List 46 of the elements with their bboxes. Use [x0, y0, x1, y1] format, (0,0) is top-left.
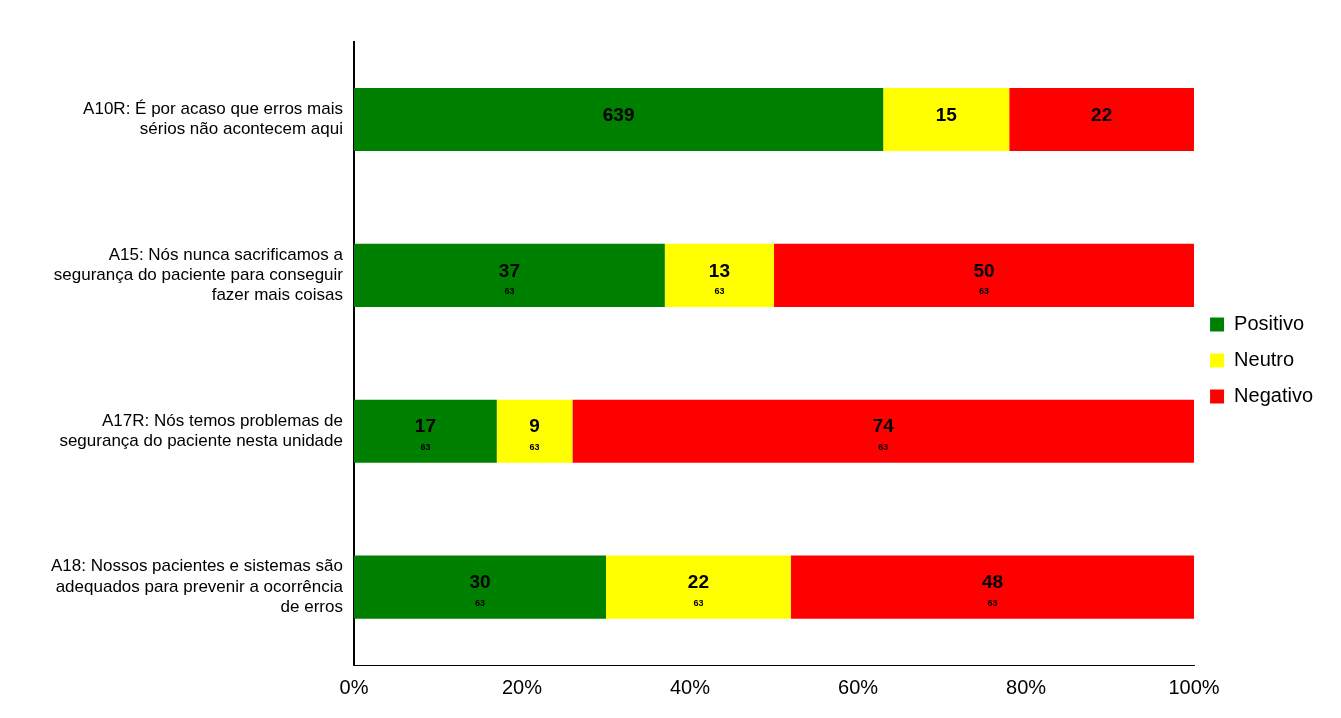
bar — [1009, 87, 1195, 152]
x-tick-label: 40% — [670, 675, 711, 698]
data-label: 13 — [708, 259, 730, 281]
bar — [353, 87, 884, 152]
x-tick-label: 0% — [339, 675, 369, 698]
legend-label: Positivo — [1234, 312, 1305, 335]
legend-label: Neutro — [1234, 348, 1295, 371]
data-label: 50 — [973, 259, 995, 281]
bar — [606, 555, 791, 619]
data-label: 9 — [529, 415, 540, 437]
data-label: 30 — [469, 571, 491, 593]
bar — [664, 243, 775, 307]
bar — [353, 399, 497, 463]
annotation: 63 — [714, 285, 725, 296]
data-label: 22 — [687, 571, 709, 593]
bar — [496, 399, 573, 463]
bar — [790, 555, 1195, 619]
data-label: 48 — [981, 571, 1004, 593]
x-tick-label: 20% — [501, 675, 543, 698]
bar — [572, 399, 1195, 463]
y-tick-label: A18: Nossos pacientes e sistemas são adequados para prevenir a ocorrência de erros — [51, 556, 344, 617]
x-tick-label: 80% — [1006, 675, 1047, 698]
data-label: 37 — [498, 259, 520, 281]
data-label: 15 — [935, 103, 958, 125]
annotation: 63 — [529, 441, 540, 452]
bar — [353, 555, 607, 619]
annotation: 63 — [420, 441, 431, 452]
y-tick-label: A10R: É por acaso que erros mais sérios não acontecem aqui — [83, 99, 343, 139]
y-tick-label: A15: Nós nunca sacrificamos a segurança do paciente para conseguir fazer mais coisas — [53, 244, 344, 305]
data-label: 74 — [872, 415, 895, 437]
annotation: 63 — [878, 441, 889, 452]
annotation: 63 — [987, 597, 998, 608]
annotation: 63 — [979, 285, 990, 296]
data-label: 17 — [414, 415, 436, 437]
annotation: 639 — [602, 103, 635, 125]
bar — [883, 87, 1010, 152]
y-tick-label: A17R: Nós temos problemas de segurança do paciente nesta unidade — [59, 410, 343, 451]
bar — [774, 243, 1195, 307]
annotation: 63 — [474, 597, 485, 608]
x-tick-label: 60% — [838, 675, 879, 698]
annotation: 63 — [693, 597, 704, 608]
annotation: 63 — [504, 285, 515, 296]
bar — [353, 243, 665, 307]
data-label: 22 — [1091, 103, 1113, 125]
legend-label: Negativo — [1234, 384, 1313, 407]
x-tick-label: 100% — [1168, 675, 1220, 698]
